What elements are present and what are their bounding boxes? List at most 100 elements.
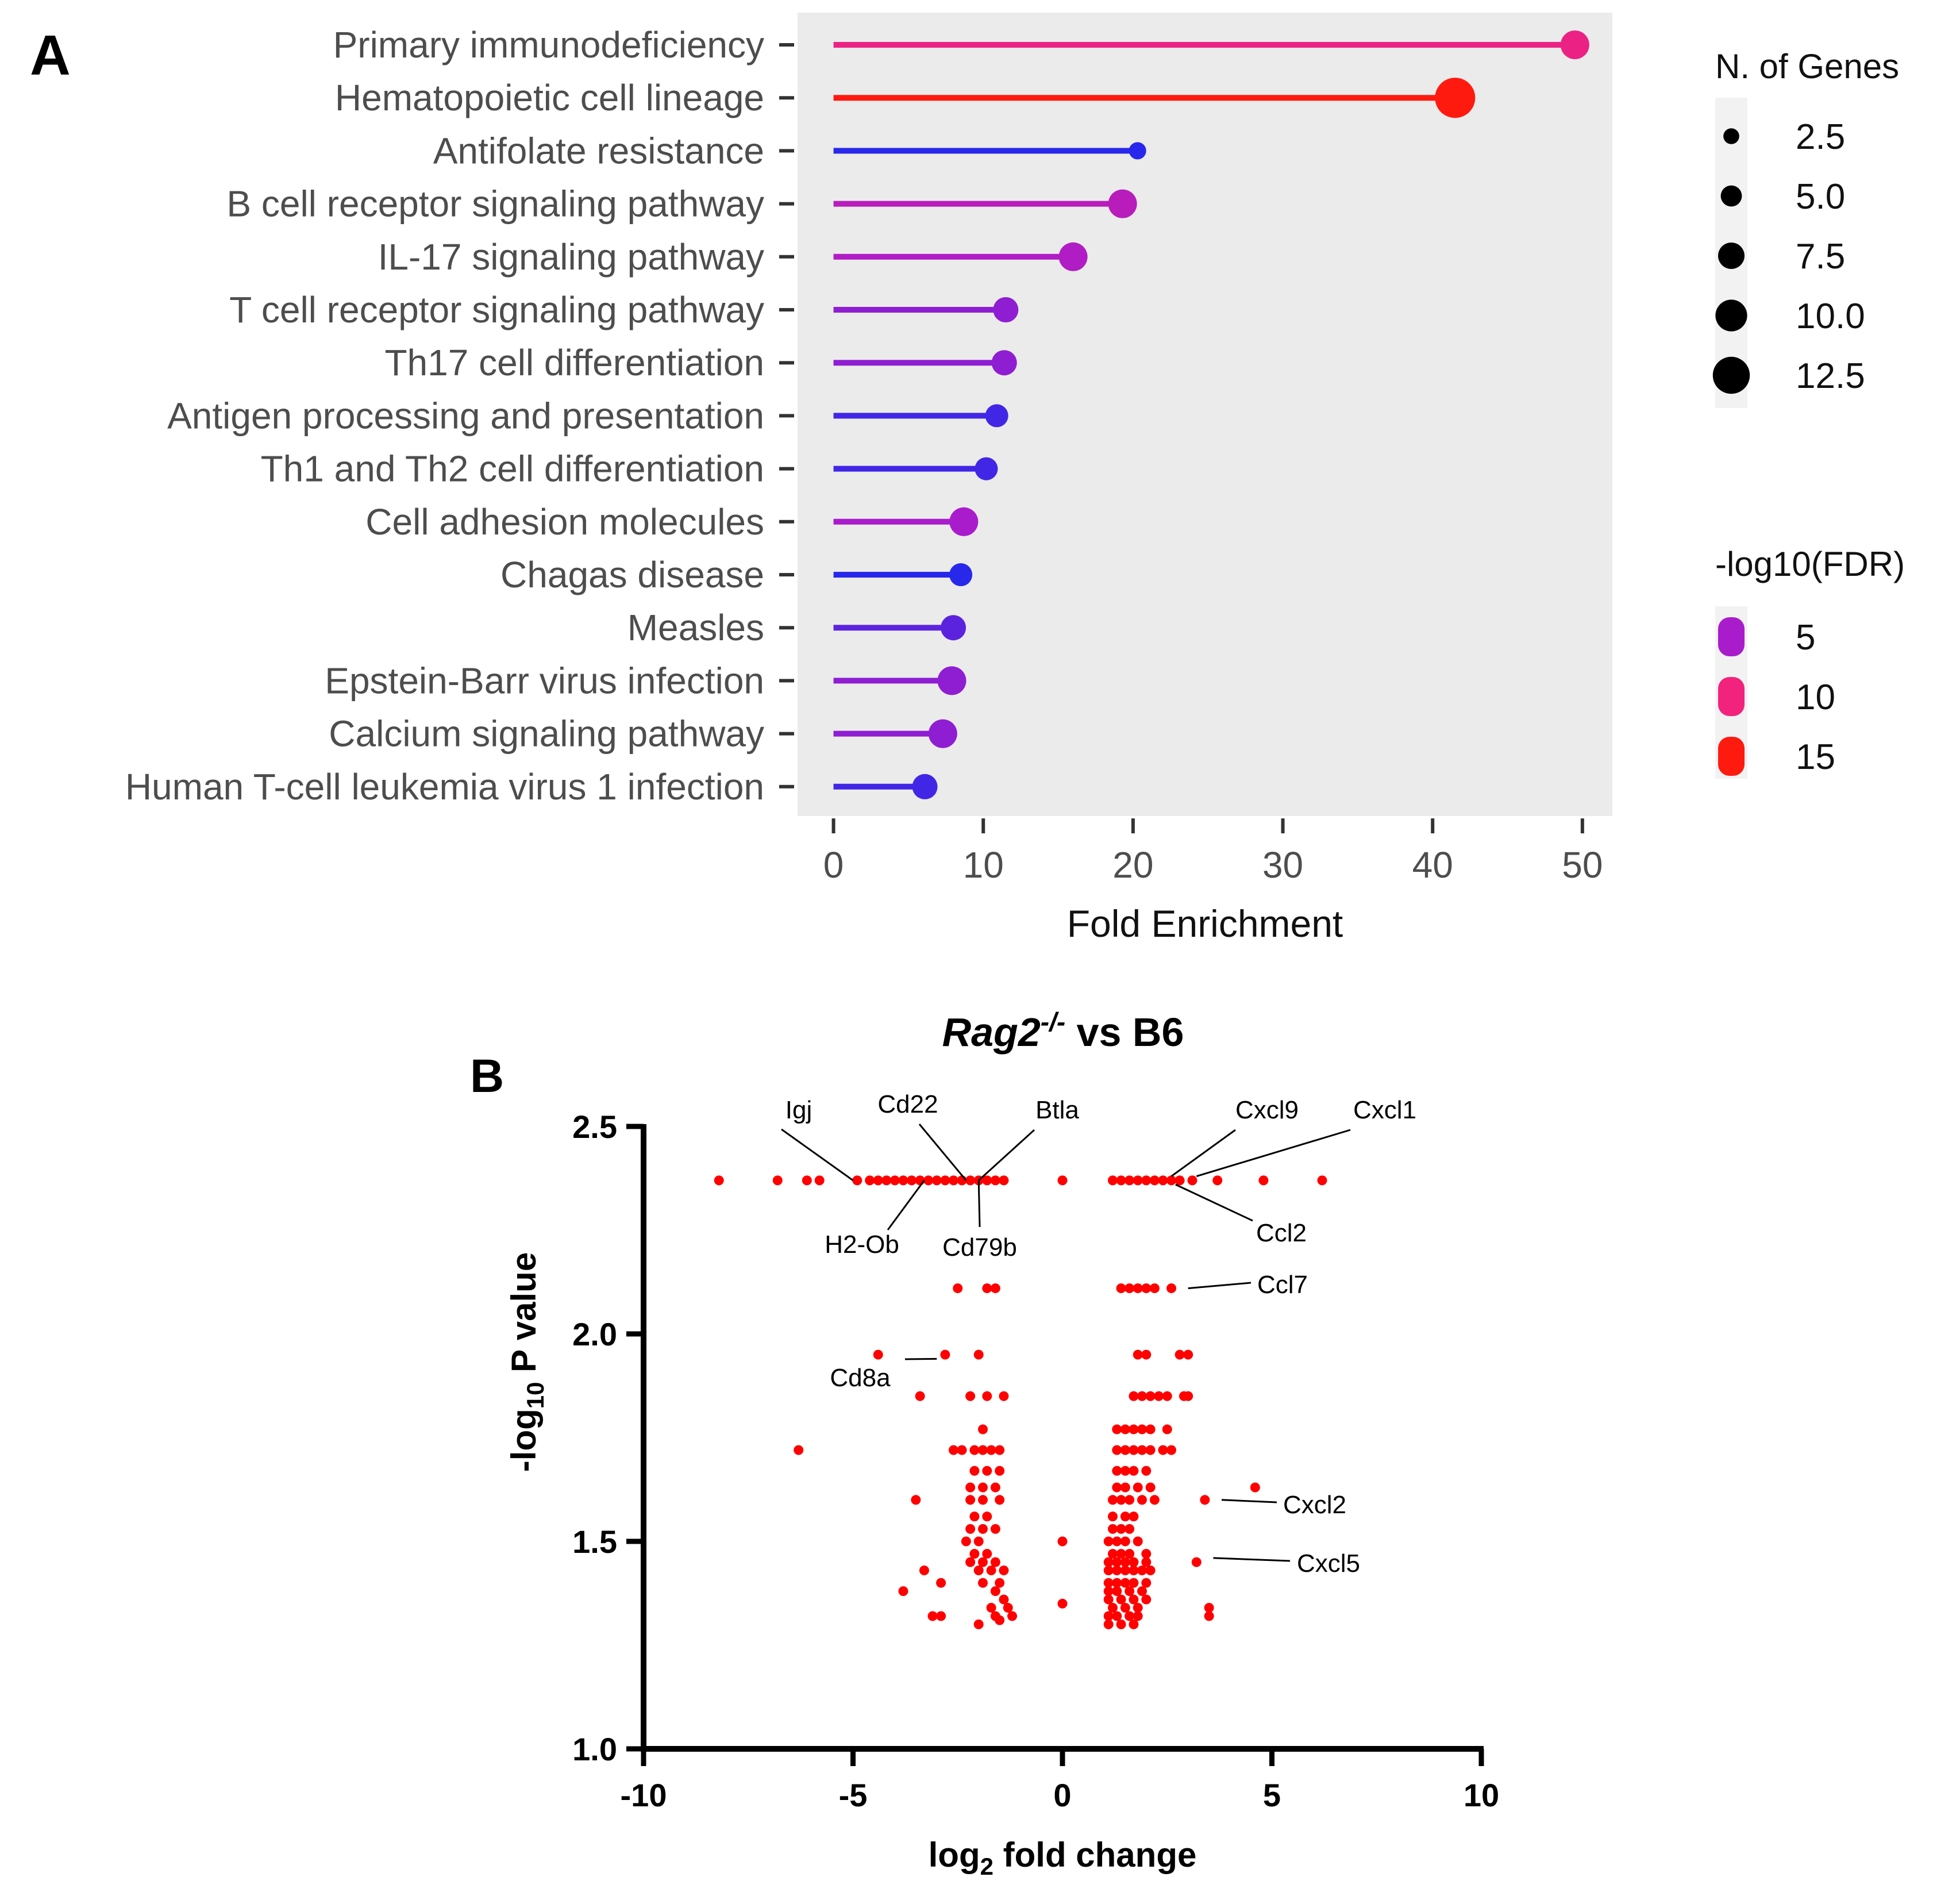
- label-hematopoietic-cell-lineage: Hematopoietic cell lineage: [335, 77, 764, 118]
- x-tick-label-40: 40: [1412, 844, 1453, 886]
- volcano-point: [1187, 1175, 1197, 1186]
- b-y-tick-label-1-0: 1.0: [572, 1731, 617, 1767]
- volcano-point: [1116, 1619, 1126, 1629]
- b-y-tick-label-1-5: 1.5: [572, 1524, 617, 1560]
- volcano-point: [1103, 1619, 1114, 1629]
- volcano-point: [1107, 1524, 1118, 1534]
- volcano-point: [1107, 1549, 1118, 1559]
- volcano-point: [977, 1524, 988, 1534]
- label-calcium-signaling-pathway: Calcium signaling pathway: [329, 713, 764, 755]
- leader-h2-ob: [887, 1179, 925, 1230]
- volcano-point: [794, 1445, 804, 1455]
- volcano-point: [982, 1549, 992, 1559]
- volcano-point: [1145, 1391, 1156, 1401]
- volcano-point: [965, 1557, 976, 1567]
- volcano-point: [1141, 1283, 1152, 1294]
- volcano-point: [995, 1466, 1005, 1476]
- annotation-cxcl5: Cxcl5: [1297, 1549, 1360, 1578]
- volcano-point: [923, 1175, 934, 1186]
- volcano-point: [1103, 1536, 1114, 1547]
- volcano-point: [1129, 1511, 1139, 1522]
- volcano-point: [1125, 1524, 1135, 1534]
- volcano-point: [873, 1349, 883, 1360]
- dot-calcium-signaling-pathway: [928, 719, 957, 748]
- volcano-point: [1133, 1611, 1143, 1621]
- volcano-point: [1125, 1283, 1135, 1294]
- volcano-point: [898, 1586, 908, 1597]
- annotation-cxcl1: Cxcl1: [1353, 1096, 1416, 1124]
- volcano-point: [1120, 1557, 1130, 1567]
- volcano-point: [1129, 1619, 1139, 1629]
- leader-ccl2: [1175, 1183, 1253, 1222]
- size-key-2-5: [1723, 128, 1739, 144]
- volcano-point: [889, 1175, 900, 1186]
- leader-cd22: [918, 1124, 967, 1181]
- label-chagas-disease: Chagas disease: [500, 554, 764, 595]
- x-tick-label-30: 30: [1262, 844, 1303, 886]
- annotation-cd8a: Cd8a: [830, 1364, 891, 1392]
- volcano-point: [1112, 1482, 1122, 1493]
- panel-b-x-axis-title: log2 fold change: [929, 1836, 1197, 1880]
- volcano-point: [1258, 1175, 1269, 1186]
- volcano-point: [982, 1466, 992, 1476]
- volcano-point: [1145, 1482, 1156, 1493]
- panel-label-b: B: [470, 1050, 504, 1102]
- volcano-point: [1112, 1578, 1122, 1588]
- volcano-point: [1007, 1611, 1018, 1621]
- volcano-point: [1112, 1424, 1122, 1434]
- volcano-point: [1129, 1391, 1139, 1401]
- volcano-point: [1120, 1424, 1130, 1434]
- volcano-point: [1158, 1445, 1168, 1455]
- volcano-point: [1112, 1586, 1122, 1597]
- volcano-point: [1103, 1611, 1114, 1621]
- volcano-point: [999, 1391, 1009, 1401]
- volcano-point: [999, 1594, 1009, 1605]
- dot-hematopoietic-cell-lineage: [1435, 78, 1476, 118]
- volcano-point: [1116, 1283, 1126, 1294]
- annotation-cd22: Cd22: [877, 1090, 938, 1118]
- color-key-label-5: 5: [1796, 618, 1815, 657]
- volcano-point: [1133, 1349, 1143, 1360]
- volcano-point: [982, 1175, 992, 1186]
- volcano-point: [982, 1283, 992, 1294]
- leader-cxcl5: [1213, 1557, 1291, 1562]
- panel-b-title: Rag2-/- vs B6: [942, 1007, 1184, 1055]
- dot-epstein-barr-virus-infection: [937, 666, 966, 695]
- label-epstein-barr-virus-infection: Epstein-Barr virus infection: [325, 660, 764, 701]
- volcano-point: [982, 1511, 992, 1522]
- volcano-point: [1120, 1603, 1130, 1613]
- dot-primary-immunodeficiency: [1560, 30, 1589, 59]
- volcano-point: [977, 1445, 988, 1455]
- leader-igj: [781, 1128, 854, 1182]
- x-tick-label-50: 50: [1562, 844, 1603, 886]
- volcano-point: [1141, 1349, 1152, 1360]
- volcano-point: [990, 1482, 1000, 1493]
- volcano-point: [1120, 1566, 1130, 1576]
- volcano-point: [907, 1175, 917, 1186]
- volcano-point: [1204, 1611, 1214, 1621]
- volcano-point: [1125, 1175, 1135, 1186]
- volcano-point: [973, 1349, 984, 1360]
- label-il-17-signaling-pathway: IL-17 signaling pathway: [378, 236, 764, 278]
- annotation-cd79b: Cd79b: [942, 1233, 1017, 1261]
- size-key-10-0: [1715, 299, 1747, 332]
- volcano-point: [1166, 1175, 1177, 1186]
- leader-cd79b: [977, 1180, 981, 1228]
- label-th17-cell-differentiation: Th17 cell differentiation: [384, 342, 764, 383]
- volcano-point: [936, 1578, 946, 1588]
- volcano-point: [1162, 1424, 1172, 1434]
- volcano-point: [969, 1466, 980, 1476]
- size-key-label-5-0: 5.0: [1796, 177, 1845, 217]
- volcano-point: [1141, 1594, 1152, 1605]
- volcano-point: [1120, 1482, 1130, 1493]
- volcano-point: [1154, 1391, 1164, 1401]
- volcano-point: [911, 1495, 921, 1505]
- annotation-ccl2: Ccl2: [1256, 1219, 1307, 1247]
- label-th1-and-th2-cell-differentiation: Th1 and Th2 cell differentiation: [261, 448, 764, 490]
- volcano-point: [1141, 1557, 1152, 1567]
- volcano-point: [814, 1175, 825, 1186]
- dot-chagas-disease: [949, 563, 973, 586]
- volcano-point: [969, 1511, 980, 1522]
- label-human-t-cell-leukemia-virus-1-infection: Human T-cell leukemia virus 1 infection: [125, 766, 764, 807]
